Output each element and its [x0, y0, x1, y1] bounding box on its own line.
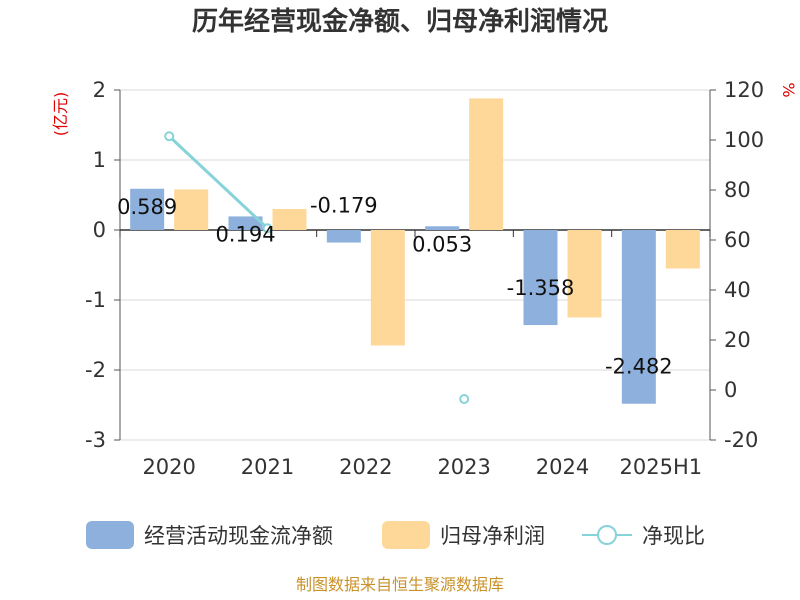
- right-tick-label: 20: [724, 328, 751, 352]
- bar: [370, 230, 405, 346]
- x-tick-label: 2023: [437, 455, 490, 479]
- axes: 2 1 0 -1 -2 -3 120 100 80 60 40 20 0 -20 2020 2021 2022 2…: [85, 78, 764, 479]
- bar: [523, 230, 558, 326]
- source-note: 制图数据来自恒生聚源数据库: [296, 575, 504, 594]
- bar-data-label: 0.053: [412, 232, 472, 256]
- left-tick-label: 2: [93, 78, 106, 102]
- bar: [469, 98, 504, 231]
- bar-data-label: -2.482: [605, 355, 673, 379]
- x-tick-label: 2022: [339, 455, 392, 479]
- bar-data-label: 0.194: [215, 222, 275, 246]
- x-tick-label: 2025H1: [620, 455, 703, 479]
- legend-marker-ratio: [597, 525, 617, 545]
- line-segment: [168, 135, 269, 230]
- x-tick-label: 2020: [142, 455, 195, 479]
- right-tick-label: 80: [724, 178, 751, 202]
- x-tick-label: 2024: [536, 455, 589, 479]
- legend-label-cashflow: 经营活动现金流净额: [144, 524, 333, 548]
- bar-data-label: -1.358: [507, 276, 575, 300]
- bars: [130, 98, 700, 404]
- gridlines: [120, 89, 710, 441]
- legend: 经营活动现金流净额 归母净利润 净现比: [86, 521, 705, 549]
- right-tick-label: 120: [724, 78, 764, 102]
- bar: [272, 209, 307, 230]
- bar: [567, 230, 602, 318]
- left-tick-label: -1: [85, 288, 106, 312]
- line-point: [164, 131, 175, 142]
- right-tick-label: 0: [724, 378, 737, 402]
- right-axis-unit: %: [779, 82, 798, 97]
- x-tick-label: 2021: [241, 455, 294, 479]
- bar: [326, 230, 361, 243]
- legend-label-ratio: 净现比: [642, 524, 705, 548]
- bar: [425, 226, 460, 230]
- data-labels: 0.589 0.194 -0.179 0.053 -1.358 -2.482: [117, 194, 673, 379]
- left-tick-label: 0: [93, 218, 106, 242]
- left-axis-unit: (亿元): [51, 92, 70, 137]
- left-tick-label: -2: [85, 358, 106, 382]
- bar-data-label: 0.589: [117, 195, 177, 219]
- left-tick-label: -3: [85, 428, 106, 452]
- bar: [621, 230, 656, 404]
- chart-title: 历年经营现金净额、归母净利润情况: [192, 6, 608, 37]
- bar: [228, 216, 263, 230]
- right-tick-label: 100: [724, 128, 764, 152]
- bar: [665, 230, 700, 269]
- right-tick-label: 60: [724, 228, 751, 252]
- line-point: [459, 394, 470, 404]
- bar-data-label: -0.179: [310, 194, 378, 218]
- line-point: [262, 223, 273, 234]
- right-tick-label: 40: [724, 278, 751, 302]
- left-tick-label: 1: [93, 148, 106, 172]
- legend-label-profit: 归母净利润: [440, 524, 545, 548]
- bar: [174, 189, 209, 230]
- legend-swatch-profit: [382, 521, 430, 549]
- legend-swatch-cashflow: [86, 521, 134, 549]
- ratio-line: [164, 131, 470, 404]
- bar: [130, 188, 165, 230]
- right-tick-label: -20: [724, 428, 758, 452]
